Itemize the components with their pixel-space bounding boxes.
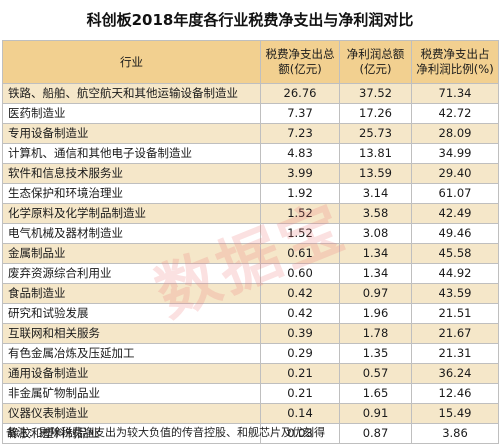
- cell-industry: 研究和试验发展: [2, 303, 261, 324]
- cell-tax-net-expense: 0.14: [260, 403, 340, 424]
- cell-industry: 软件和信息技术服务业: [2, 163, 261, 184]
- cell-industry: 非金属矿物制品业: [2, 383, 261, 404]
- cell-net-profit: 25.73: [339, 123, 412, 144]
- industry-tax-profit-table: 行业 税费净支出总额(亿元) 净利润总额(亿元) 税费净支出占净利润比例(%) …: [2, 40, 499, 444]
- cell-net-profit: 1.96: [339, 303, 412, 324]
- cell-ratio: 36.24: [411, 363, 499, 384]
- cell-net-profit: 1.34: [339, 243, 412, 264]
- cell-industry: 金属制品业: [2, 243, 261, 264]
- cell-net-profit: 0.91: [339, 403, 412, 424]
- header-tax-net-expense: 税费净支出总额(亿元): [260, 40, 340, 84]
- cell-net-profit: 3.08: [339, 223, 412, 244]
- cell-industry: 计算机、通信和其他电子设备制造业: [2, 143, 261, 164]
- cell-net-profit: 1.78: [339, 323, 412, 344]
- footnote: 备注：剔除税费净支出为较大负值的传音控股、和舰芯片及优刻得: [6, 426, 325, 439]
- cell-net-profit: 13.81: [339, 143, 412, 164]
- table-title: 科创板2018年度各行业税费净支出与净利润对比: [86, 11, 414, 29]
- cell-ratio: 15.49: [411, 403, 499, 424]
- table-row: 化学原料及化学制品制造业 1.52 3.58 42.49: [2, 203, 499, 224]
- cell-industry: 食品制造业: [2, 283, 261, 304]
- cell-industry: 橡胶和塑料制品业: [2, 423, 261, 444]
- table-row: 专用设备制造业 7.23 25.73 28.09: [2, 123, 499, 144]
- table-row: 废弃资源综合利用业 0.60 1.34 44.92: [2, 263, 499, 284]
- cell-industry: 化学原料及化学制品制造业: [2, 203, 261, 224]
- cell-ratio: 42.49: [411, 203, 499, 224]
- header-row: 行业 税费净支出总额(亿元) 净利润总额(亿元) 税费净支出占净利润比例(%): [2, 40, 499, 84]
- cell-ratio: 61.07: [411, 183, 499, 204]
- table-row: 仪器仪表制造业 0.14 0.91 15.49: [2, 403, 499, 424]
- cell-ratio: 44.92: [411, 263, 499, 284]
- table-row: 非金属矿物制品业 0.21 1.65 12.46: [2, 383, 499, 404]
- cell-net-profit: 1.65: [339, 383, 412, 404]
- cell-tax-net-expense: 0.42: [260, 283, 340, 304]
- table-row: 生态保护和环境治理业 1.92 3.14 61.07: [2, 183, 499, 204]
- table-row: 橡胶和塑料制品业 0.03 0.87 3.86: [2, 423, 499, 444]
- cell-net-profit: 0.97: [339, 283, 412, 304]
- cell-net-profit: 1.35: [339, 343, 412, 364]
- cell-ratio: 34.99: [411, 143, 499, 164]
- cell-ratio: 21.31: [411, 343, 499, 364]
- cell-tax-net-expense: 4.83: [260, 143, 340, 164]
- cell-ratio: 3.86: [411, 423, 499, 444]
- cell-industry: 通用设备制造业: [2, 363, 261, 384]
- cell-net-profit: 37.52: [339, 83, 412, 104]
- cell-tax-net-expense: 1.52: [260, 223, 340, 244]
- cell-industry: 专用设备制造业: [2, 123, 261, 144]
- table-row: 医药制造业 7.37 17.26 42.72: [2, 103, 499, 124]
- table-row: 电气机械及器材制造业 1.52 3.08 49.46: [2, 223, 499, 244]
- cell-ratio: 43.59: [411, 283, 499, 304]
- table-row: 互联网和相关服务 0.39 1.78 21.67: [2, 323, 499, 344]
- table-row: 铁路、船舶、航空航天和其他运输设备制造业 26.76 37.52 71.34: [2, 83, 499, 104]
- cell-tax-net-expense: 0.29: [260, 343, 340, 364]
- cell-ratio: 28.09: [411, 123, 499, 144]
- cell-tax-net-expense: 3.99: [260, 163, 340, 184]
- cell-net-profit: 1.34: [339, 263, 412, 284]
- cell-tax-net-expense: 0.60: [260, 263, 340, 284]
- cell-tax-net-expense: 0.61: [260, 243, 340, 264]
- cell-ratio: 71.34: [411, 83, 499, 104]
- cell-ratio: 21.51: [411, 303, 499, 324]
- cell-ratio: 29.40: [411, 163, 499, 184]
- cell-industry: 医药制造业: [2, 103, 261, 124]
- cell-tax-net-expense: 0.39: [260, 323, 340, 344]
- header-ratio: 税费净支出占净利润比例(%): [411, 40, 499, 84]
- header-industry: 行业: [2, 40, 261, 84]
- cell-tax-net-expense: 0.21: [260, 363, 340, 384]
- cell-tax-net-expense: 1.92: [260, 183, 340, 204]
- cell-ratio: 12.46: [411, 383, 499, 404]
- cell-industry: 电气机械及器材制造业: [2, 223, 261, 244]
- cell-tax-net-expense: 0.21: [260, 383, 340, 404]
- table-row: 研究和试验发展 0.42 1.96 21.51: [2, 303, 499, 324]
- cell-industry: 互联网和相关服务: [2, 323, 261, 344]
- cell-industry: 生态保护和环境治理业: [2, 183, 261, 204]
- table-row: 通用设备制造业 0.21 0.57 36.24: [2, 363, 499, 384]
- cell-industry: 有色金属冶炼及压延加工: [2, 343, 261, 364]
- cell-tax-net-expense: 0.03: [260, 423, 340, 444]
- cell-industry: 废弃资源综合利用业: [2, 263, 261, 284]
- cell-tax-net-expense: 1.52: [260, 203, 340, 224]
- cell-ratio: 49.46: [411, 223, 499, 244]
- table-row: 食品制造业 0.42 0.97 43.59: [2, 283, 499, 304]
- cell-net-profit: 0.87: [339, 423, 412, 444]
- cell-tax-net-expense: 0.42: [260, 303, 340, 324]
- cell-ratio: 45.58: [411, 243, 499, 264]
- cell-net-profit: 3.14: [339, 183, 412, 204]
- cell-ratio: 42.72: [411, 103, 499, 124]
- cell-tax-net-expense: 7.23: [260, 123, 340, 144]
- cell-tax-net-expense: 26.76: [260, 83, 340, 104]
- table-row: 金属制品业 0.61 1.34 45.58: [2, 243, 499, 264]
- cell-tax-net-expense: 7.37: [260, 103, 340, 124]
- cell-net-profit: 13.59: [339, 163, 412, 184]
- cell-industry: 铁路、船舶、航空航天和其他运输设备制造业: [2, 83, 261, 104]
- cell-net-profit: 3.58: [339, 203, 412, 224]
- table-row: 有色金属冶炼及压延加工 0.29 1.35 21.31: [2, 343, 499, 364]
- cell-net-profit: 0.57: [339, 363, 412, 384]
- table-row: 计算机、通信和其他电子设备制造业 4.83 13.81 34.99: [2, 143, 499, 164]
- table-row: 软件和信息技术服务业 3.99 13.59 29.40: [2, 163, 499, 184]
- cell-net-profit: 17.26: [339, 103, 412, 124]
- cell-industry: 仪器仪表制造业: [2, 403, 261, 424]
- header-net-profit: 净利润总额(亿元): [339, 40, 412, 84]
- cell-ratio: 21.67: [411, 323, 499, 344]
